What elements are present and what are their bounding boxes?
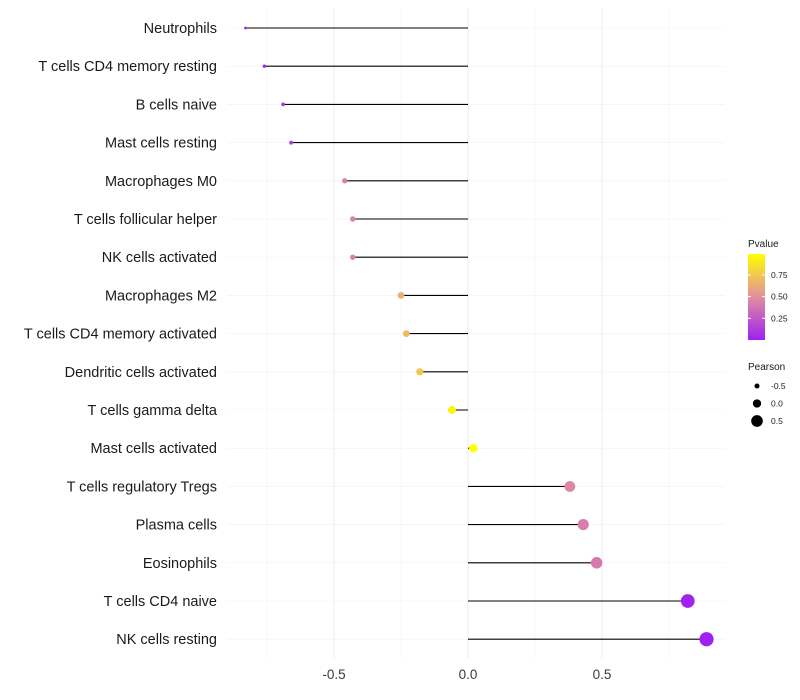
lollipop-point <box>262 64 266 68</box>
category-axis: Neutrophils T cells CD4 memory resting B c… <box>24 21 218 648</box>
x-axis: -0.5 0.0 0.5 <box>322 667 611 682</box>
size-legend-label: 0.0 <box>771 399 783 409</box>
x-tick-label: -0.5 <box>322 667 345 682</box>
lollipop-points <box>244 26 714 647</box>
lollipop-point <box>350 254 356 260</box>
category-label: T cells gamma delta <box>88 403 218 419</box>
category-label: NK cells resting <box>116 632 217 648</box>
category-label: T cells CD4 memory activated <box>24 327 217 343</box>
legend: Pvalue 0.25 0.50 0.75 Pearson -0.5 0.0 0.5 <box>748 239 788 427</box>
lollipop-point <box>416 368 424 376</box>
size-legend-key <box>751 415 763 427</box>
colorbar-tick-label: 0.50 <box>771 292 788 302</box>
category-label: B cells naive <box>136 97 217 113</box>
category-label: Macrophages M2 <box>105 288 217 304</box>
size-legend-key <box>752 399 762 408</box>
lollipop-point <box>590 557 603 569</box>
lollipop-point <box>397 292 405 299</box>
x-tick-label: 0.5 <box>593 667 612 682</box>
pvalue-colorbar <box>748 254 765 340</box>
size-legend-label: -0.5 <box>771 381 786 391</box>
lollipop-stems <box>245 27 707 640</box>
size-legend-key <box>754 383 760 389</box>
size-legend-label: 0.5 <box>771 416 783 426</box>
grid-lines <box>227 8 725 658</box>
lollipop-point <box>244 26 247 30</box>
lollipop-point <box>289 140 294 145</box>
colorbar-tick-label: 0.25 <box>771 313 788 323</box>
category-label: NK cells activated <box>102 250 217 266</box>
lollipop-point <box>680 594 695 608</box>
category-label: T cells CD4 naive <box>104 594 217 610</box>
lollipop-point <box>350 216 356 222</box>
category-label: Mast cells resting <box>105 136 217 152</box>
category-label: T cells regulatory Tregs <box>67 479 217 495</box>
category-label: T cells CD4 memory resting <box>38 59 217 75</box>
category-label: Dendritic cells activated <box>65 365 217 381</box>
category-label: Plasma cells <box>136 518 217 534</box>
lollipop-point <box>577 519 589 531</box>
colorbar-tick-label: 0.75 <box>771 270 788 280</box>
category-label: Eosinophils <box>143 556 217 572</box>
pearson-legend-title: Pearson <box>748 362 785 373</box>
lollipop-point <box>281 102 285 107</box>
category-label: T cells follicular helper <box>74 212 217 228</box>
lollipop-point <box>469 443 478 453</box>
lollipop-point <box>402 330 410 338</box>
lollipop-point <box>342 178 348 184</box>
lollipop-point <box>699 632 714 647</box>
x-tick-label: 0.0 <box>459 667 478 682</box>
category-label: Neutrophils <box>144 21 217 37</box>
lollipop-point <box>447 406 456 414</box>
category-label: Mast cells activated <box>90 441 217 457</box>
pvalue-legend-title: Pvalue <box>748 239 779 250</box>
lollipop-point <box>564 480 576 492</box>
category-label: Macrophages M0 <box>105 174 217 190</box>
